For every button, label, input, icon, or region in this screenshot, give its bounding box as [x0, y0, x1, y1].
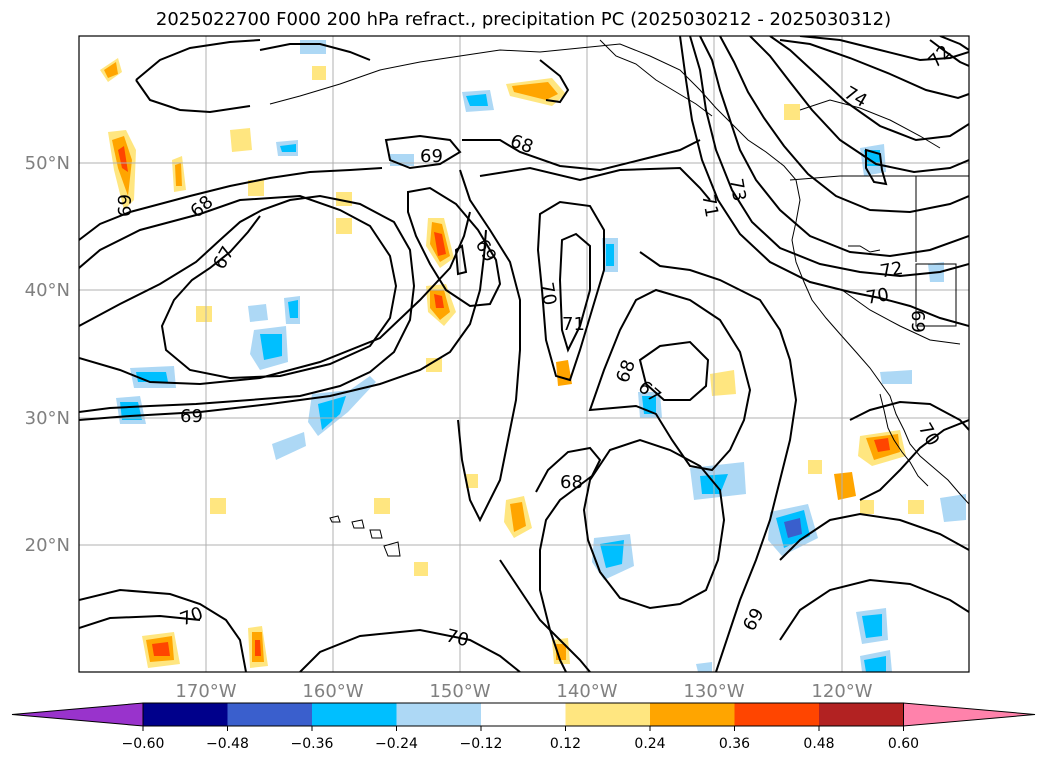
- colorbar-extend-low: [11, 702, 144, 727]
- contour-label: 68: [507, 131, 536, 159]
- colorbar-frame: [142, 702, 904, 727]
- contour-label: 71: [697, 193, 722, 219]
- contour-label: 68: [560, 472, 583, 493]
- contour-label: 74: [840, 82, 870, 112]
- colorbar-segment: [565, 703, 650, 726]
- colorbar-tick-label: −0.60: [122, 736, 165, 752]
- lon-label: 170°W: [175, 681, 236, 702]
- colorbar-tick-label: 0.12: [550, 736, 581, 752]
- colorbar-tick-label: −0.48: [206, 736, 249, 752]
- chart-title: 2025022700 F000 200 hPa refract., precip…: [155, 9, 892, 30]
- colorbar-segment: [227, 703, 312, 726]
- longitude-labels: 170°W 160°W 150°W 140°W 130°W 120°W: [175, 681, 872, 702]
- colorbar-tick-label: −0.24: [375, 736, 418, 752]
- colorbar-tick-label: 0.60: [888, 736, 919, 752]
- lon-label: 160°W: [302, 681, 363, 702]
- colorbar-tick-label: 0.24: [634, 736, 665, 752]
- refractivity-contours: [79, 36, 969, 672]
- gridlines: [79, 36, 969, 672]
- coastlines: [269, 39, 969, 557]
- contour-label: 71: [562, 314, 585, 335]
- lat-label: 20°N: [25, 535, 70, 556]
- colorbar: −0.60 −0.48 −0.36 −0.24 −0.12 0.12 0.24 0.36 0.4…: [11, 702, 1036, 752]
- contour-label: 69: [180, 406, 203, 427]
- colorbar-segment: [650, 703, 735, 726]
- lat-label: 30°N: [25, 408, 70, 429]
- colorbar-segment: [312, 703, 397, 726]
- lat-label: 50°N: [25, 153, 70, 174]
- contour-label: 70: [444, 625, 472, 651]
- lat-label: 40°N: [25, 280, 70, 301]
- colorbar-tick-label: 0.36: [719, 736, 750, 752]
- lon-label: 130°W: [683, 681, 744, 702]
- colorbar-tick-label: −0.36: [291, 736, 334, 752]
- contour-label: 68: [612, 357, 640, 386]
- colorbar-tick-label: −0.12: [460, 736, 503, 752]
- colorbar-segment: [734, 703, 819, 726]
- plot-frame: [78, 35, 970, 673]
- contour-label: 69: [113, 194, 134, 217]
- contour-label: 72: [878, 258, 904, 283]
- colorbar-tick-label: 0.48: [803, 736, 834, 752]
- contour-label: 69: [739, 605, 769, 635]
- contour-label: 72: [924, 41, 955, 72]
- colorbar-segment: [819, 703, 904, 726]
- colorbar-extend-high: [903, 702, 1036, 727]
- latitude-labels: 50°N 40°N 30°N 20°N: [25, 153, 70, 556]
- colorbar-segment: [396, 703, 481, 726]
- lon-label: 140°W: [556, 681, 617, 702]
- colorbar-segment: [481, 703, 566, 726]
- lon-label: 120°W: [811, 681, 872, 702]
- contour-label: 70: [914, 419, 944, 449]
- contour-label: 69: [907, 310, 928, 333]
- contour-label: 73: [725, 177, 750, 203]
- contour-label: 70: [535, 281, 560, 307]
- contour-label: 70: [177, 603, 206, 631]
- contour-label: 70: [864, 284, 890, 309]
- lon-label: 150°W: [429, 681, 490, 702]
- contour-label: 69: [420, 146, 443, 167]
- colorbar-segment: [143, 703, 228, 726]
